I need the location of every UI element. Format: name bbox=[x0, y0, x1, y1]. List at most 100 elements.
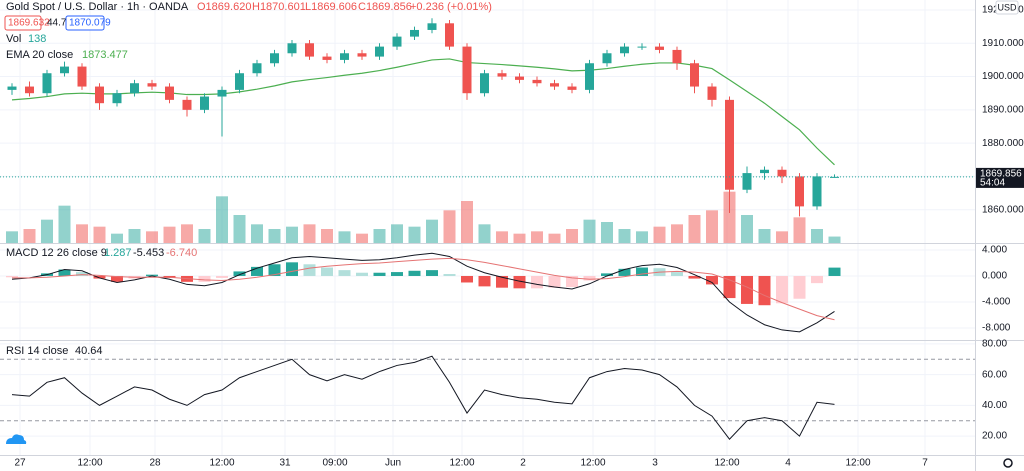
macd-histogram-bar bbox=[321, 267, 333, 276]
macd-histogram-bar bbox=[601, 273, 613, 276]
volume-bar bbox=[513, 233, 526, 243]
candle-body bbox=[672, 49, 682, 64]
macd-histogram-bar bbox=[636, 267, 648, 276]
macd-histogram-bar bbox=[706, 275, 718, 285]
volume-bar bbox=[758, 229, 771, 243]
macd-histogram-bar bbox=[268, 264, 281, 276]
x-tick-label: 4 bbox=[785, 458, 791, 469]
macd-histogram-bar bbox=[216, 275, 228, 278]
volume-bar bbox=[146, 231, 158, 243]
volume-bar bbox=[408, 226, 421, 243]
volume-bar bbox=[478, 224, 491, 243]
volume-bar bbox=[426, 219, 438, 243]
macd-histogram-bar bbox=[531, 275, 543, 289]
currency[interactable]: USD bbox=[997, 2, 1017, 12]
candle-body bbox=[60, 66, 69, 74]
macd-histogram-bar bbox=[811, 275, 823, 284]
volume-bar bbox=[443, 210, 456, 243]
volume-bar bbox=[741, 215, 753, 243]
y-tick-label: 1860.000 bbox=[982, 204, 1024, 215]
candle-body bbox=[7, 86, 17, 90]
macd-histogram-bar bbox=[146, 274, 158, 276]
candle-body bbox=[742, 173, 752, 190]
x-tick-label: 12:00 bbox=[449, 458, 474, 469]
candle-body bbox=[305, 43, 314, 57]
macd-histogram-bar bbox=[566, 275, 578, 288]
ohlc-open: O1869.620 bbox=[197, 1, 251, 13]
candle-body bbox=[760, 169, 769, 174]
volume-bar bbox=[653, 226, 666, 243]
macd-histogram-bar bbox=[251, 266, 263, 276]
volume-bar bbox=[181, 224, 193, 243]
candle-body bbox=[637, 46, 647, 48]
candle-body bbox=[707, 86, 717, 100]
y-tick-label: 1880.000 bbox=[982, 138, 1024, 149]
volume-bar bbox=[233, 215, 246, 243]
countdown: 54:04 bbox=[980, 178, 1005, 189]
candle-body bbox=[480, 73, 489, 94]
candle-body bbox=[357, 53, 367, 57]
candle-body bbox=[112, 93, 122, 104]
volume-bar bbox=[601, 222, 613, 243]
macd-histogram-bar bbox=[741, 275, 753, 304]
x-tick-label: 12:00 bbox=[845, 458, 870, 469]
macd-histogram-bar bbox=[478, 275, 491, 287]
macd-histogram-bar bbox=[373, 272, 386, 276]
x-tick-label: 3 bbox=[652, 458, 658, 469]
macd-histogram-bar bbox=[618, 268, 631, 276]
x-tick-label: 12:00 bbox=[209, 458, 234, 469]
x-tick-label: 28 bbox=[149, 458, 161, 469]
rsi-line bbox=[11, 355, 835, 440]
volume-bar bbox=[391, 224, 403, 243]
x-tick-label: 12:00 bbox=[714, 458, 739, 469]
volume-bar bbox=[251, 224, 263, 243]
volume-bar bbox=[321, 229, 333, 243]
candle-body bbox=[287, 43, 297, 54]
last-price: 1869.856 bbox=[980, 169, 1022, 180]
macd-histogram-bar bbox=[548, 275, 561, 288]
macd-histogram-bar bbox=[356, 272, 368, 276]
buy-price[interactable]: 1870.079 bbox=[69, 18, 111, 29]
sell-button[interactable] bbox=[4, 15, 42, 31]
volume-bar bbox=[793, 217, 806, 243]
macd-histogram-bar bbox=[93, 275, 106, 279]
candle-body bbox=[147, 83, 157, 87]
candle-body bbox=[252, 63, 262, 74]
candle-body bbox=[620, 46, 629, 54]
currency-badge[interactable] bbox=[995, 0, 1019, 15]
candle-body bbox=[165, 86, 174, 100]
settings-icon[interactable] bbox=[1003, 458, 1013, 468]
volume-bar bbox=[706, 210, 718, 243]
macd-value: -5.453 bbox=[133, 247, 164, 259]
sell-price[interactable]: 1869.632 bbox=[8, 18, 50, 29]
candle-body bbox=[550, 83, 559, 87]
volume-bar bbox=[618, 229, 631, 243]
candle-body bbox=[340, 53, 349, 60]
volume-bar bbox=[76, 224, 88, 243]
macd-histogram-bar bbox=[496, 275, 508, 288]
volume-bar bbox=[286, 226, 298, 243]
logo[interactable] bbox=[6, 434, 27, 444]
candle-body bbox=[812, 176, 822, 207]
candle-body bbox=[375, 46, 384, 57]
volume-bar bbox=[548, 233, 561, 243]
signal-value: -6.740 bbox=[166, 247, 197, 259]
y-tick-label: 4.000 bbox=[982, 245, 1007, 256]
macd-legend: MACD 12 26 close 9 bbox=[6, 247, 107, 259]
candle-body bbox=[235, 73, 244, 90]
ohlc-low: L1869.606 bbox=[305, 1, 357, 13]
ema-legend-value: 1873.477 bbox=[82, 49, 128, 61]
candle-body bbox=[410, 29, 419, 37]
ohlc-close: C1869.856 bbox=[358, 1, 412, 13]
volume-bar bbox=[636, 231, 648, 243]
candle-body bbox=[217, 89, 227, 97]
macd-histogram-bar bbox=[461, 275, 473, 283]
buy-button[interactable] bbox=[65, 15, 105, 31]
macd-histogram-bar bbox=[111, 275, 123, 282]
candle-body bbox=[42, 73, 52, 94]
candle-body bbox=[567, 86, 577, 90]
volume-bar bbox=[531, 231, 543, 243]
macd-histogram-bar bbox=[776, 275, 788, 304]
candle-body bbox=[602, 53, 612, 64]
